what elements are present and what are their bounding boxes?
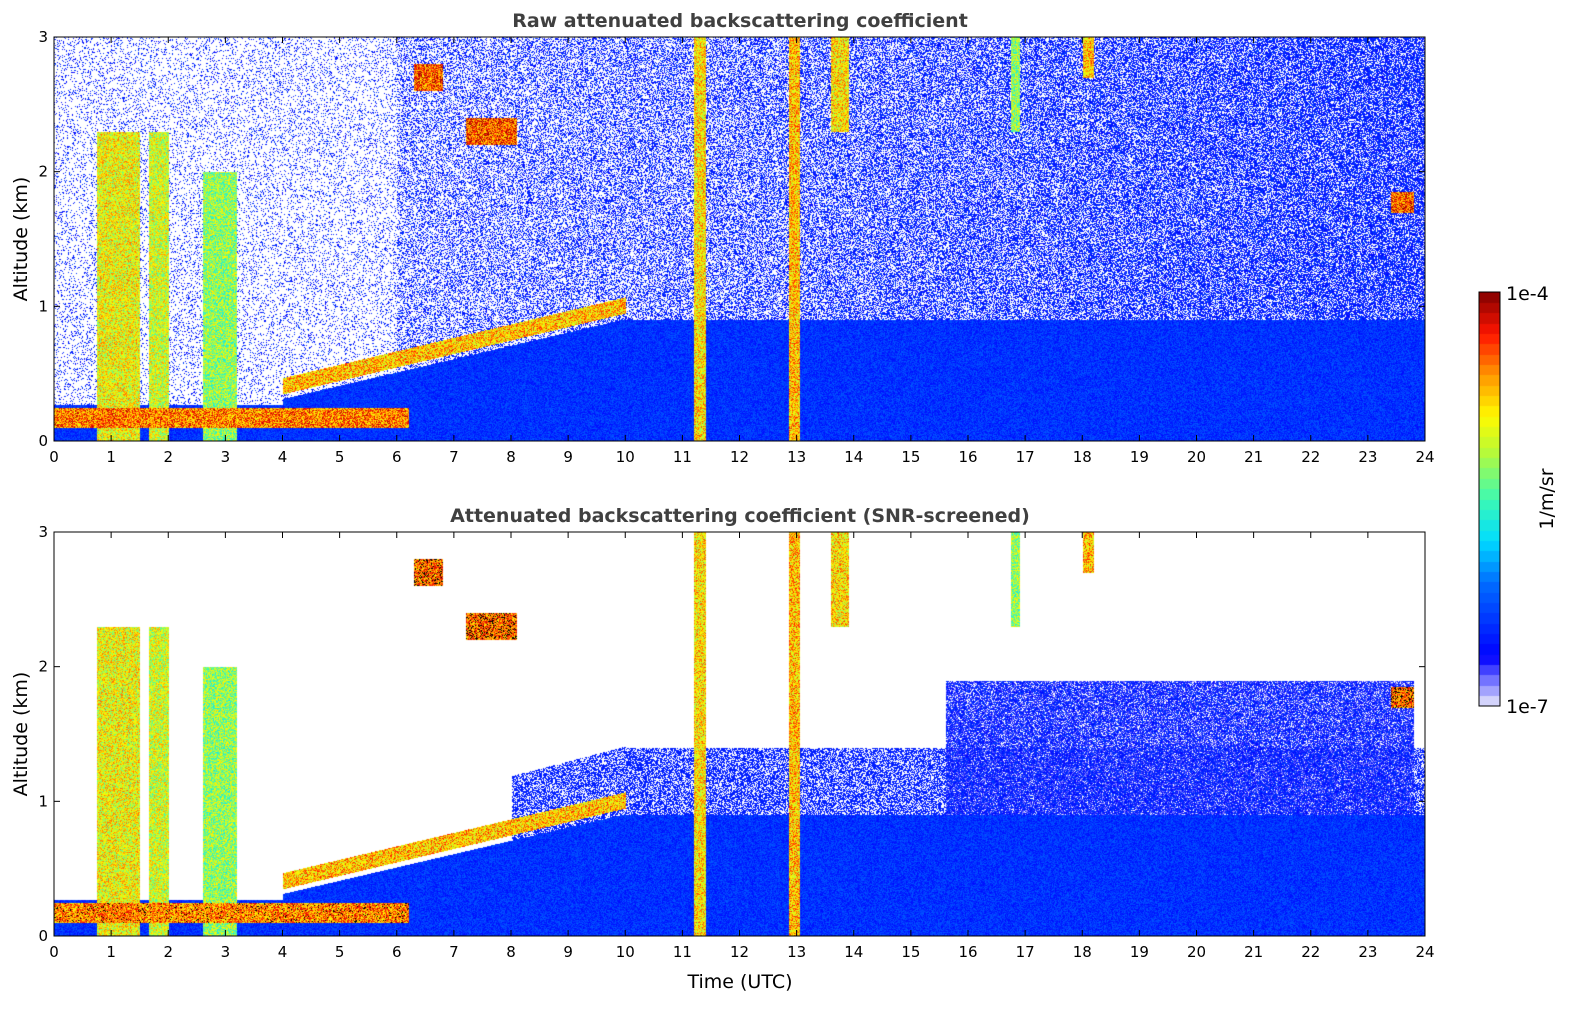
y-tick-label: 2 — [38, 658, 48, 676]
x-tick-label: 5 — [335, 448, 345, 466]
x-tick-label: 14 — [844, 943, 863, 961]
x-tick-label: 16 — [958, 943, 977, 961]
colorbar-min-label: 1e-7 — [1506, 696, 1549, 718]
x-tick-label: 15 — [901, 943, 920, 961]
x-tick-label: 2 — [163, 448, 173, 466]
plot-frame — [53, 36, 1426, 442]
x-tick-label: 2 — [163, 943, 173, 961]
x-tick-label: 0 — [49, 943, 59, 961]
colorbar-label: 1/m/sr — [1536, 468, 1558, 529]
x-tick-label: 11 — [673, 448, 692, 466]
plot-frame — [53, 531, 1426, 937]
x-tick-label: 19 — [1130, 943, 1149, 961]
x-tick-label: 18 — [1073, 943, 1092, 961]
x-tick-label: 6 — [392, 943, 402, 961]
x-tick-label: 13 — [787, 448, 806, 466]
x-tick-label: 21 — [1244, 943, 1263, 961]
x-tick-label: 10 — [616, 448, 635, 466]
x-tick-label: 13 — [787, 943, 806, 961]
xlabel: Time (UTC) — [686, 971, 792, 993]
x-tick-label: 3 — [221, 448, 231, 466]
x-tick-label: 22 — [1301, 943, 1320, 961]
colorbar — [1479, 292, 1500, 706]
x-tick-label: 7 — [449, 943, 459, 961]
x-tick-label: 3 — [221, 943, 231, 961]
x-tick-label: 8 — [506, 943, 516, 961]
y-tick-label: 3 — [38, 523, 48, 541]
title-screened: Attenuated backscattering coefficient (S… — [450, 505, 1030, 527]
x-tick-label: 24 — [1415, 448, 1434, 466]
y-tick-label: 0 — [38, 927, 48, 945]
x-tick-label: 10 — [616, 943, 635, 961]
x-tick-label: 0 — [49, 448, 59, 466]
heatmap-raw — [54, 37, 1425, 441]
x-tick-label: 12 — [730, 943, 749, 961]
x-tick-label: 22 — [1301, 448, 1320, 466]
title-raw: Raw attenuated backscattering coefficien… — [512, 10, 968, 32]
x-tick-label: 7 — [449, 448, 459, 466]
x-tick-label: 4 — [278, 448, 288, 466]
x-tick-label: 8 — [506, 448, 516, 466]
colorbar-max-label: 1e-4 — [1506, 283, 1549, 305]
x-tick-label: 9 — [563, 448, 573, 466]
x-tick-label: 14 — [844, 448, 863, 466]
x-tick-label: 12 — [730, 448, 749, 466]
ylabel-screened: Altitude (km) — [10, 672, 32, 797]
x-tick-label: 5 — [335, 943, 345, 961]
x-tick-label: 23 — [1358, 448, 1377, 466]
x-tick-label: 15 — [901, 448, 920, 466]
x-tick-label: 20 — [1187, 448, 1206, 466]
x-tick-label: 1 — [106, 448, 116, 466]
x-tick-label: 24 — [1415, 943, 1434, 961]
x-tick-label: 6 — [392, 448, 402, 466]
x-tick-label: 17 — [1016, 943, 1035, 961]
y-tick-label: 2 — [38, 163, 48, 181]
y-tick-label: 1 — [38, 297, 48, 315]
x-tick-label: 18 — [1073, 448, 1092, 466]
y-tick-label: 3 — [38, 28, 48, 46]
x-tick-label: 17 — [1016, 448, 1035, 466]
x-tick-label: 11 — [673, 943, 692, 961]
x-tick-label: 16 — [958, 448, 977, 466]
x-tick-label: 20 — [1187, 943, 1206, 961]
x-tick-label: 23 — [1358, 943, 1377, 961]
colorbar-frame — [1478, 291, 1501, 707]
y-tick-label: 1 — [38, 792, 48, 810]
x-tick-label: 9 — [563, 943, 573, 961]
ylabel-raw: Altitude (km) — [10, 177, 32, 302]
x-tick-label: 21 — [1244, 448, 1263, 466]
heatmap-screened — [54, 532, 1425, 936]
x-tick-label: 19 — [1130, 448, 1149, 466]
y-tick-label: 0 — [38, 432, 48, 450]
x-tick-label: 4 — [278, 943, 288, 961]
x-tick-label: 1 — [106, 943, 116, 961]
